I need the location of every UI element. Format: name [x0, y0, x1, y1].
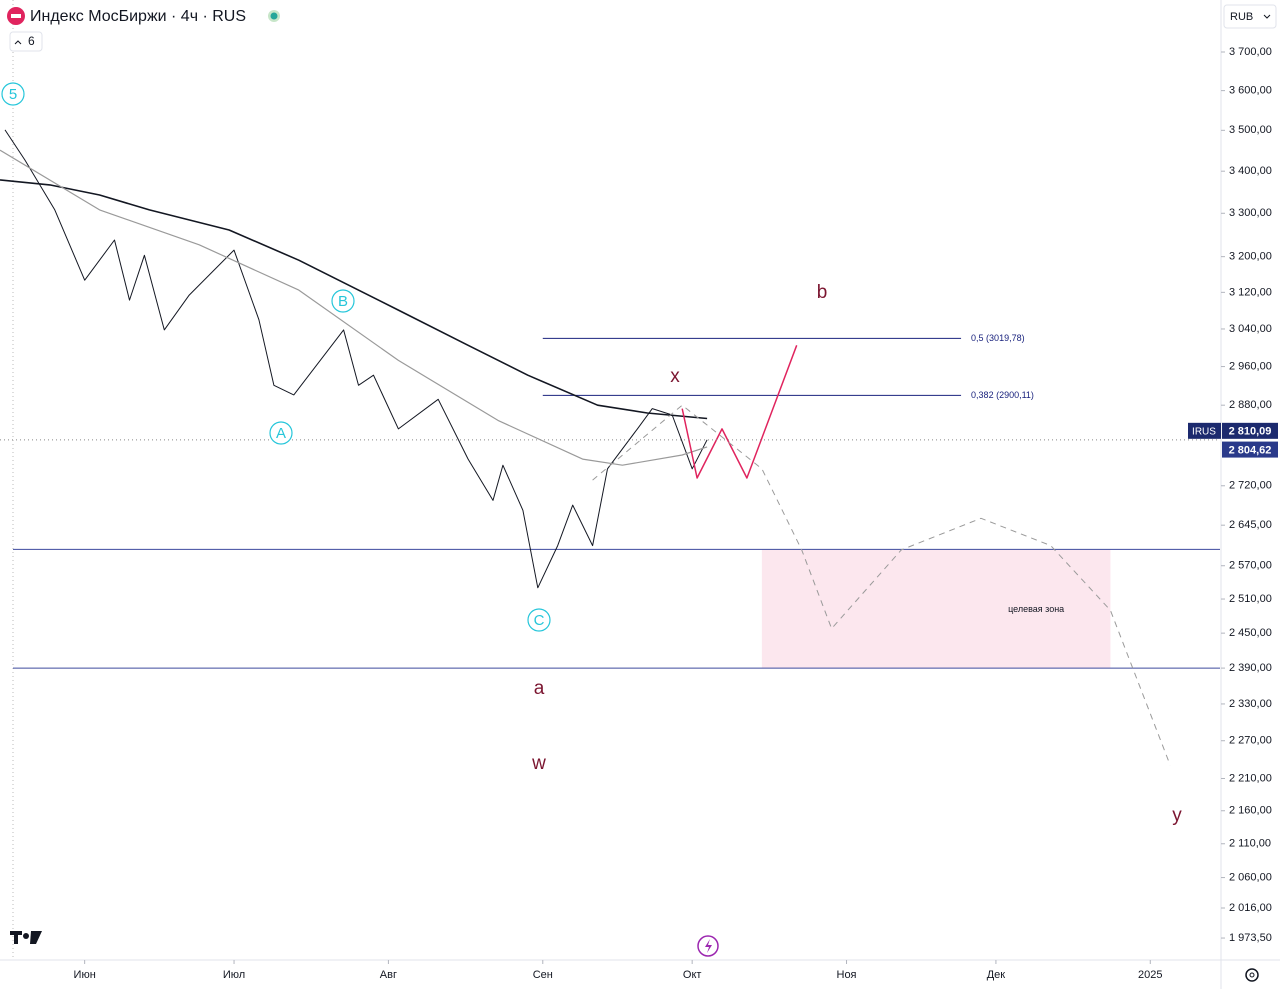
y-tick-label: 3 500,00 [1229, 124, 1272, 136]
currency: RUB [1230, 11, 1253, 23]
wave-circle [527, 608, 551, 632]
x-tick-label: Ноя [837, 969, 857, 981]
y-tick-label: 2 160,00 [1229, 805, 1272, 817]
y-tick-label: 2 960,00 [1229, 360, 1272, 372]
status-dot [270, 12, 278, 20]
wave-label: w [531, 753, 546, 774]
price-tag-label: 2 810,09 [1229, 426, 1272, 438]
y-tick-label: 2 110,00 [1229, 838, 1271, 850]
symbol-icon-bar [11, 14, 21, 18]
x-tick-label: Июл [223, 969, 245, 981]
y-tick-label: 2 645,00 [1229, 519, 1272, 531]
y-tick-label: 2 570,00 [1229, 560, 1272, 572]
x-tick-label: Сен [533, 969, 553, 981]
y-tick-label: 2 330,00 [1229, 698, 1272, 710]
wave-label: a [534, 678, 545, 699]
zone-label: целевая зона [1008, 604, 1064, 614]
y-tick-label: 1 973,50 [1229, 932, 1272, 944]
y-tick-label: 2 510,00 [1229, 593, 1272, 605]
chevron [14, 40, 22, 45]
settings-button[interactable] [1245, 968, 1259, 982]
symbol-title: Индекс МосБиржи · 4ч · RUS [30, 8, 246, 25]
chevron [1263, 14, 1271, 19]
wave-circle [331, 289, 355, 313]
bolt [705, 939, 712, 953]
y-tick-label: 2 450,00 [1229, 627, 1272, 639]
price-tag-label: 2 804,62 [1229, 444, 1272, 456]
y-tick-label: 3 040,00 [1229, 323, 1272, 335]
settings-icon [1249, 972, 1255, 978]
x-tick-label: Дек [987, 969, 1006, 981]
fib-label: 0,382 (2900,11) [971, 390, 1034, 400]
wave-label: 5 [9, 86, 17, 103]
y-tick-label: 3 600,00 [1229, 85, 1272, 97]
x-tick-label: Июн [74, 969, 96, 981]
target-zone [761, 549, 1111, 669]
x-tick-label: 2025 [1138, 969, 1162, 981]
series-line [4, 129, 708, 589]
wave-label: A [276, 425, 286, 442]
y-tick-label: 3 700,00 [1229, 46, 1272, 58]
wave-label: b [817, 282, 828, 303]
y-tick-label: 3 200,00 [1229, 251, 1272, 263]
wave-label: C [534, 612, 545, 629]
indicator-toggle[interactable] [9, 31, 43, 52]
y-tick-label: 3 300,00 [1229, 207, 1272, 219]
y-tick-label: 2 060,00 [1229, 871, 1272, 883]
y-tick-label: 2 720,00 [1229, 480, 1272, 492]
y-tick-label: 2 270,00 [1229, 735, 1272, 747]
series-line [592, 404, 1171, 766]
y-tick-label: 2 880,00 [1229, 399, 1272, 411]
y-tick-label: 2 210,00 [1229, 772, 1272, 784]
tv-logo [10, 931, 42, 944]
price-tag [1222, 441, 1278, 458]
currency-button[interactable] [1223, 4, 1277, 29]
indicator-count: 6 [28, 34, 35, 48]
wave-label: x [670, 366, 680, 387]
price-tag [1222, 422, 1278, 439]
y-tick-label: 2 016,00 [1229, 902, 1272, 914]
x-tick-label: Окт [683, 969, 702, 981]
wave-label: y [1172, 805, 1182, 826]
plot-area: целевая зона 0,5 (3019,78) 0,382 (2900,11)… [0, 82, 1220, 826]
fib-label: 0,5 (3019,78) [971, 333, 1025, 343]
x-tick-label: Авг [380, 969, 397, 981]
wave-label: B [338, 293, 348, 310]
wave-circle [269, 421, 293, 445]
symbol-tag-label: IRUS [1192, 426, 1216, 437]
y-tick-label: 3 120,00 [1229, 286, 1272, 298]
y-tick-label: 3 400,00 [1229, 165, 1272, 177]
wave-circle [1, 82, 25, 106]
series-line [0, 149, 708, 466]
y-tick-label: 2 390,00 [1229, 662, 1272, 674]
series-line [0, 179, 708, 420]
symbol-tag [1188, 422, 1221, 439]
series-line [681, 345, 798, 479]
